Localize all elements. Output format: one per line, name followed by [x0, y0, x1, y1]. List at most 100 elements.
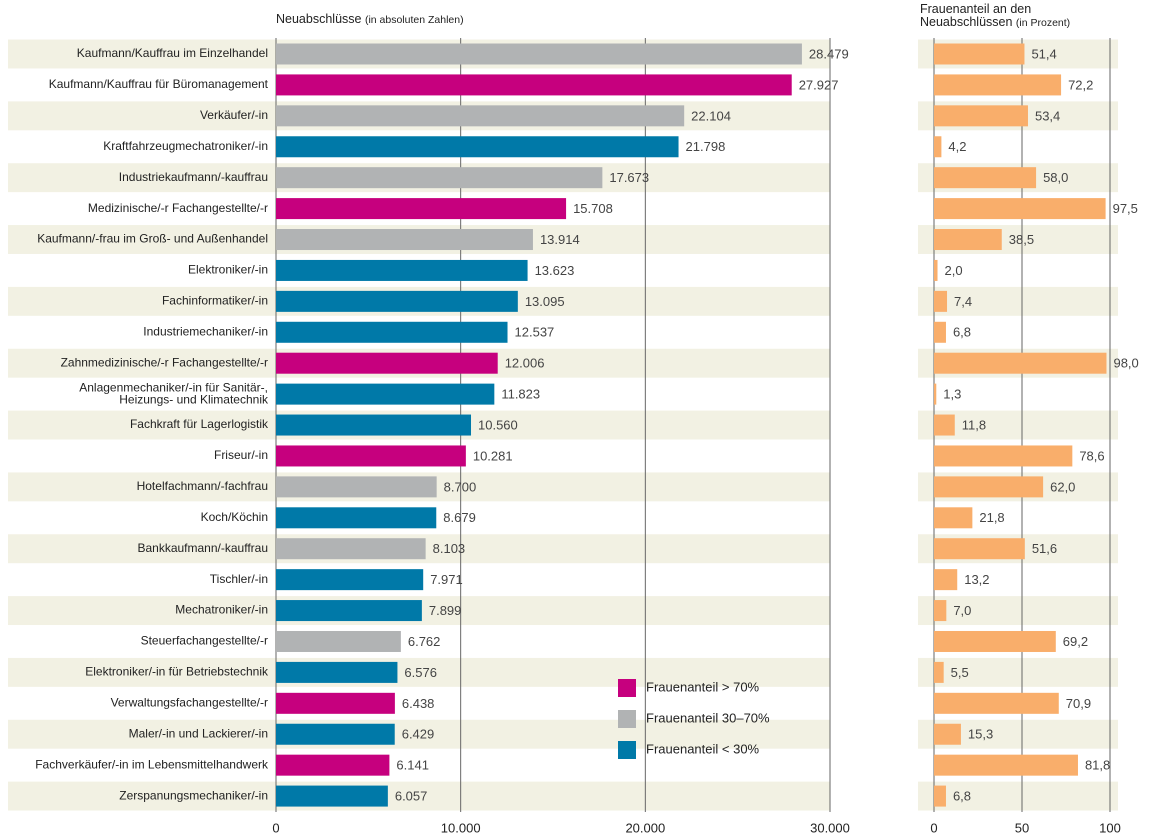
- bar: [934, 259, 938, 281]
- bar: [276, 600, 422, 622]
- value-label: 38,5: [1009, 232, 1034, 247]
- bar: [276, 692, 395, 714]
- legend-swatch: [618, 741, 636, 759]
- bar: [276, 352, 498, 374]
- chart-title: Neuabschlüsse (in absoluten Zahlen): [276, 12, 464, 26]
- value-label: 7.899: [429, 603, 462, 618]
- legend-swatch: [618, 679, 636, 697]
- value-label: 7.971: [430, 572, 463, 587]
- row-band: [8, 657, 830, 687]
- value-label: 6.762: [408, 634, 441, 649]
- bar: [276, 321, 508, 343]
- bar: [276, 661, 398, 683]
- title: Neuabschlüsse: [276, 12, 365, 26]
- value-label: 11.823: [501, 387, 540, 402]
- bar: [934, 198, 1106, 220]
- row-band: [918, 657, 1118, 687]
- bar: [934, 692, 1059, 714]
- bar: [276, 259, 528, 281]
- value-label: 21.798: [686, 139, 726, 154]
- value-label: 62,0: [1050, 479, 1075, 494]
- category-label: Fachkraft für Lagerlogistik: [130, 417, 269, 431]
- value-label: 6,8: [953, 789, 971, 804]
- bar: [934, 507, 973, 529]
- x-tick-label: 20.000: [625, 820, 665, 835]
- value-label: 11,8: [962, 417, 986, 432]
- value-label: 97,5: [1113, 201, 1138, 216]
- category-label: Zahnmedizinische/-r Fachangestellte/-r: [61, 355, 268, 369]
- category-label: Steuerfachangestellte/-r: [141, 634, 268, 648]
- value-label: 13.914: [540, 232, 580, 247]
- value-label: 5,5: [951, 665, 969, 680]
- category-label: Heizungs- und Klimatechnik: [119, 392, 269, 406]
- row-band: [918, 781, 1118, 811]
- value-label: 13,2: [964, 572, 989, 587]
- legend-label: Frauenanteil < 30%: [646, 741, 760, 756]
- chart-title: Neuabschlüssen (in Prozent): [920, 15, 1070, 29]
- bar: [276, 43, 802, 65]
- bar: [934, 414, 955, 436]
- value-label: 6.438: [402, 696, 435, 711]
- value-label: 8.103: [433, 541, 466, 556]
- value-label: 28.479: [809, 46, 849, 61]
- bar: [934, 476, 1044, 498]
- bar: [934, 167, 1037, 189]
- value-label: 13.623: [535, 263, 575, 278]
- bar: [934, 136, 942, 158]
- category-label: Friseur/-in: [214, 448, 268, 462]
- bar: [276, 476, 437, 498]
- category-label: Industriemechaniker/-in: [143, 324, 268, 338]
- category-label: Verwaltungsfachangestellte/-r: [111, 695, 268, 709]
- bar: [934, 630, 1056, 652]
- bar: [934, 754, 1078, 776]
- value-label: 15.708: [573, 201, 613, 216]
- legend-swatch: [618, 710, 636, 728]
- row-band: [918, 596, 1118, 626]
- value-label: 51,6: [1032, 541, 1057, 556]
- bar: [276, 785, 388, 807]
- bar: [276, 105, 685, 127]
- category-label: Kraftfahrzeugmechatroniker/-in: [103, 139, 268, 153]
- x-tick-label: 50: [1015, 820, 1029, 835]
- row-band: [8, 781, 830, 811]
- bar: [934, 445, 1073, 467]
- bar: [276, 538, 426, 560]
- value-label: 22.104: [691, 108, 731, 123]
- bar: [276, 507, 437, 529]
- bar: [276, 229, 533, 251]
- value-label: 53,4: [1035, 108, 1060, 123]
- value-label: 7,0: [953, 603, 971, 618]
- x-tick-label: 30.000: [810, 820, 850, 835]
- bar: [934, 538, 1025, 560]
- bar: [934, 383, 937, 405]
- category-label: Hotelfachmann/-fachfrau: [137, 479, 268, 493]
- bar: [934, 321, 946, 343]
- category-label: Mechatroniker/-in: [175, 603, 268, 617]
- bar: [276, 414, 472, 436]
- value-label: 12.537: [515, 325, 555, 340]
- legend-label: Frauenanteil 30–70%: [646, 710, 770, 725]
- value-label: 81,8: [1085, 758, 1110, 773]
- bar: [276, 383, 495, 405]
- value-label: 69,2: [1063, 634, 1088, 649]
- value-label: 2,0: [945, 263, 963, 278]
- row-band: [8, 719, 830, 749]
- value-label: 8.679: [443, 510, 476, 525]
- value-label: 4,2: [948, 139, 966, 154]
- bar: [934, 229, 1002, 251]
- value-label: 98,0: [1113, 356, 1138, 371]
- value-label: 13.095: [525, 294, 565, 309]
- legend-label: Frauenanteil > 70%: [646, 679, 760, 694]
- bar: [934, 43, 1025, 65]
- category-label: Koch/Köchin: [201, 510, 268, 524]
- category-label: Anlagenmechaniker/-in für Sanitär-,: [79, 380, 268, 394]
- title-line: Frauenanteil an den: [920, 2, 1031, 16]
- bar: [276, 445, 466, 467]
- category-label: Kaufmann/Kauffrau für Büromanagement: [49, 77, 269, 91]
- value-label: 1,3: [943, 387, 961, 402]
- category-label: Kaufmann/-frau im Groß- und Außenhandel: [37, 232, 268, 246]
- x-tick-label: 0: [930, 820, 937, 835]
- bar: [934, 661, 944, 683]
- category-label: Medizinische/-r Fachangestellte/-r: [88, 201, 268, 215]
- value-label: 72,2: [1068, 77, 1093, 92]
